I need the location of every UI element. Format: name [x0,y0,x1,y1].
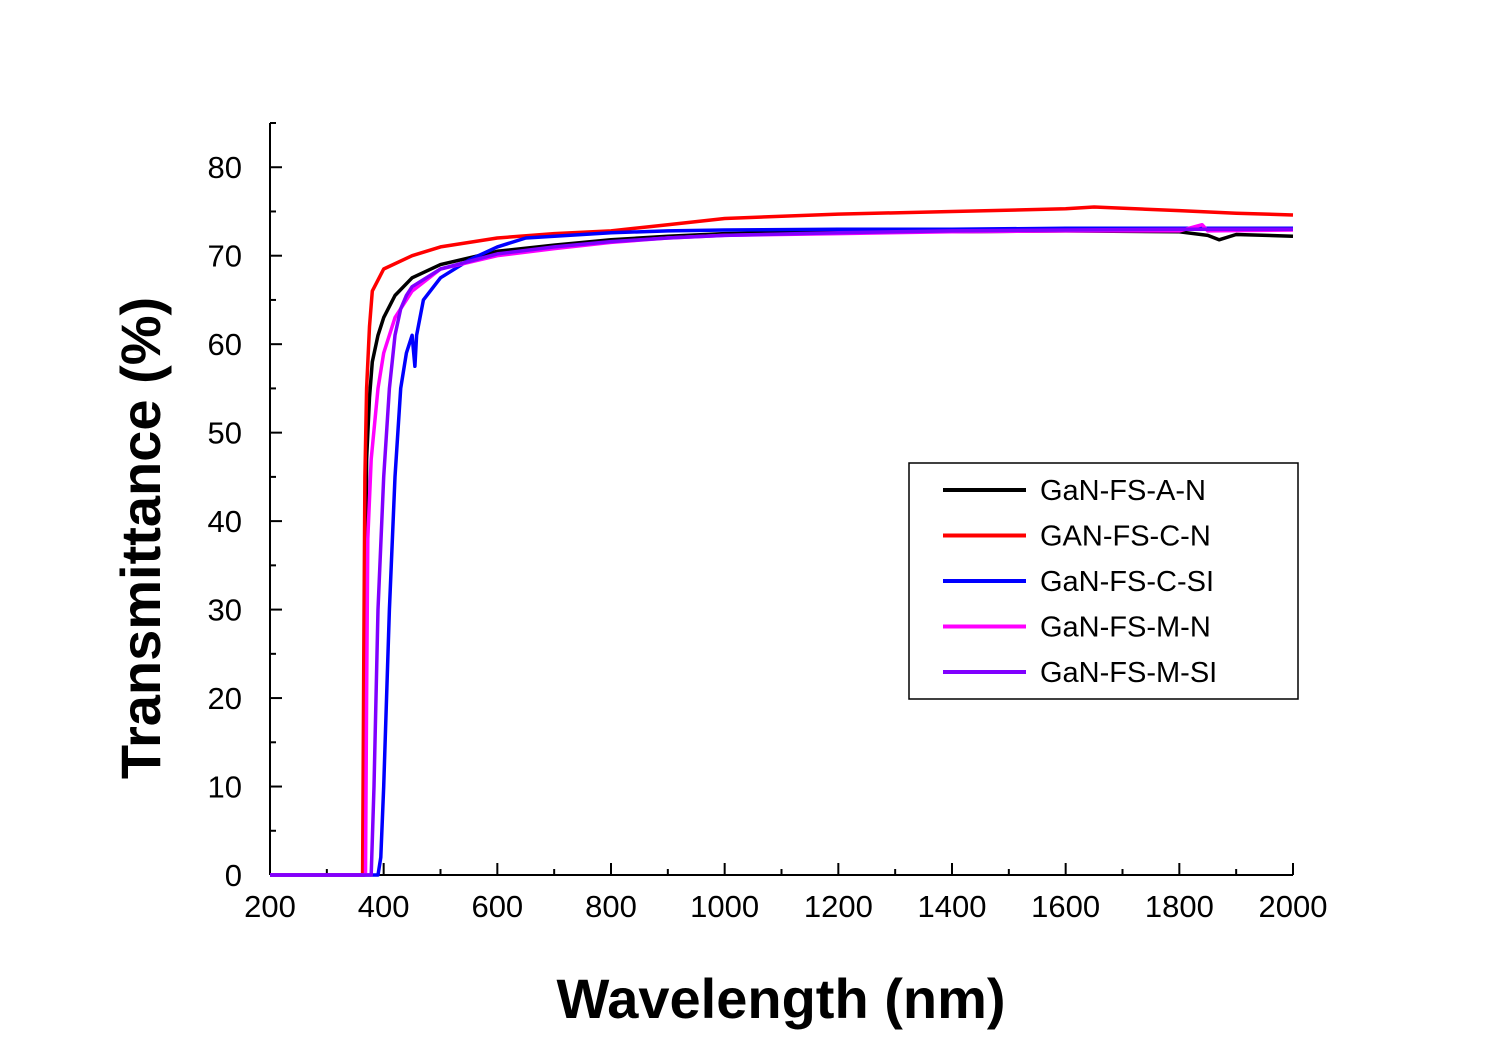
legend-label-GaN-FS-C-SI: GaN-FS-C-SI [1040,566,1214,598]
x-tick-label: 1800 [1145,889,1214,924]
series-line-GaN-FS-M-SI [270,227,1293,877]
y-axis-title: Transmittance (%) [109,297,172,779]
series-line-GaN-FS-A-N [270,229,1294,877]
x-tick-label: 400 [358,889,410,924]
x-tick-label: 1200 [804,889,873,924]
legend-label-GAN-FS-C-N: GAN-FS-C-N [1040,521,1211,553]
series-line-GaN-FS-C-SI [270,226,1293,877]
x-tick-label: 1600 [1031,889,1100,924]
x-tick-label: 800 [585,889,637,924]
legend-label-GaN-FS-M-SI: GaN-FS-M-SI [1040,657,1217,689]
y-tick-label: 20 [208,681,242,716]
y-tick-label: 80 [208,150,242,185]
y-tick-label: 50 [208,416,242,451]
x-tick-label: 1000 [690,889,759,924]
x-tick-label: 1400 [918,889,987,924]
x-tick-label: 2000 [1259,889,1328,924]
legend-label-GaN-FS-M-N: GaN-FS-M-N [1040,612,1211,644]
legend-label-GaN-FS-A-N: GaN-FS-A-N [1040,475,1206,507]
axes: 200 400 600 800 1000 1200 1400 1600 1800 2000 0 10 2… [208,122,1328,924]
y-tick-label: 60 [208,327,242,362]
x-tick-label: 200 [244,889,296,924]
x-axis-title: Wavelength (nm) [556,967,1005,1030]
y-tick-label: 70 [208,239,242,274]
y-tick-label: 40 [208,504,242,539]
y-tick-label: 10 [208,770,242,805]
series-lines [270,205,1294,877]
legend: GaN-FS-A-N GAN-FS-C-N GaN-FS-C-SI GaN-FS-M-… [908,462,1299,700]
series-line-GAN-FS-C-N [270,205,1294,877]
y-tick-label: 0 [225,858,242,893]
x-tick-label: 600 [471,889,523,924]
y-tick-label: 30 [208,593,242,628]
